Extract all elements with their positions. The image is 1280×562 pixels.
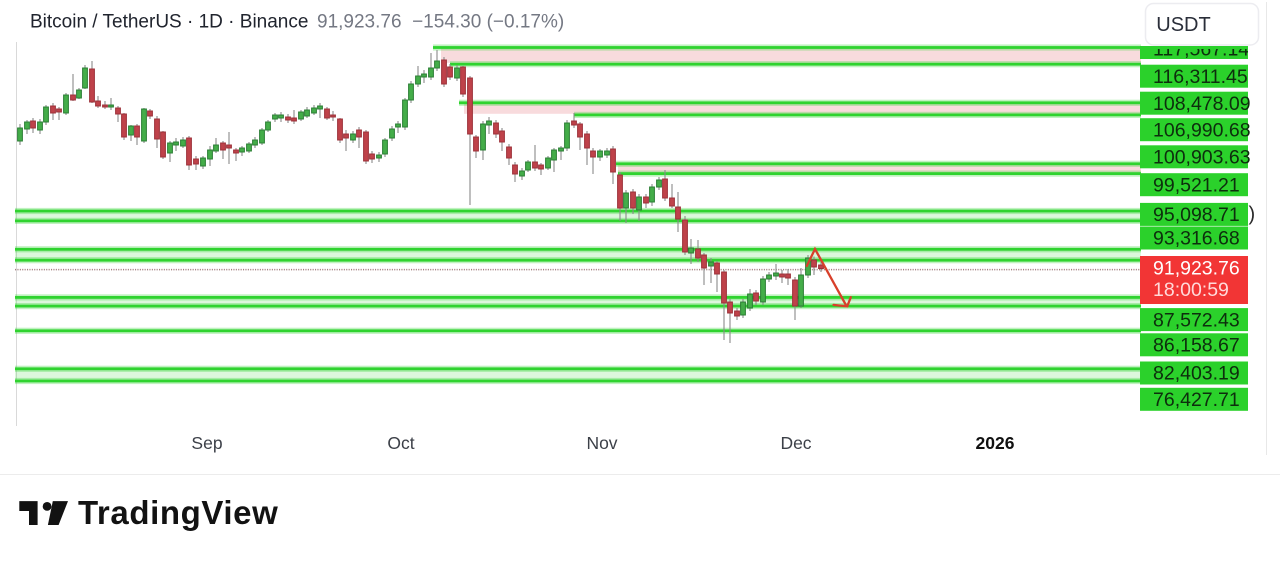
svg-text:87,572.43: 87,572.43 <box>1153 309 1240 331</box>
svg-text:86,158.67: 86,158.67 <box>1153 335 1240 357</box>
svg-text:): ) <box>1249 204 1256 226</box>
svg-text:91,923.76 −154.30 (−0.17%): 91,923.76 −154.30 (−0.17%) <box>317 12 564 33</box>
svg-text:91,923.76: 91,923.76 <box>1153 258 1240 280</box>
svg-text:76,427.71: 76,427.71 <box>1153 389 1240 411</box>
svg-text:Bitcoin / TetherUS · 1D · Bina: Bitcoin / TetherUS · 1D · Binance <box>30 12 308 33</box>
svg-text:95,098.71: 95,098.71 <box>1153 204 1240 226</box>
svg-text:106,990.68: 106,990.68 <box>1153 119 1251 141</box>
svg-text:116,311.45: 116,311.45 <box>1153 66 1248 88</box>
svg-text:99,521.21: 99,521.21 <box>1153 174 1240 196</box>
svg-text:Nov: Nov <box>586 433 617 453</box>
svg-text:USDT: USDT <box>1156 14 1210 36</box>
svg-text:Dec: Dec <box>780 433 811 453</box>
svg-text:Sep: Sep <box>191 433 222 453</box>
svg-text:TradingView: TradingView <box>78 494 278 531</box>
svg-text:82,403.19: 82,403.19 <box>1153 363 1240 385</box>
svg-text:117,567.14: 117,567.14 <box>1153 39 1249 61</box>
svg-text:Oct: Oct <box>387 433 414 453</box>
svg-text:2026: 2026 <box>976 433 1015 453</box>
svg-text:100,903.63: 100,903.63 <box>1153 147 1251 169</box>
svg-text:93,316.68: 93,316.68 <box>1153 228 1240 250</box>
svg-text:108,478.09: 108,478.09 <box>1153 93 1251 115</box>
svg-text:18:00:59: 18:00:59 <box>1153 279 1229 301</box>
